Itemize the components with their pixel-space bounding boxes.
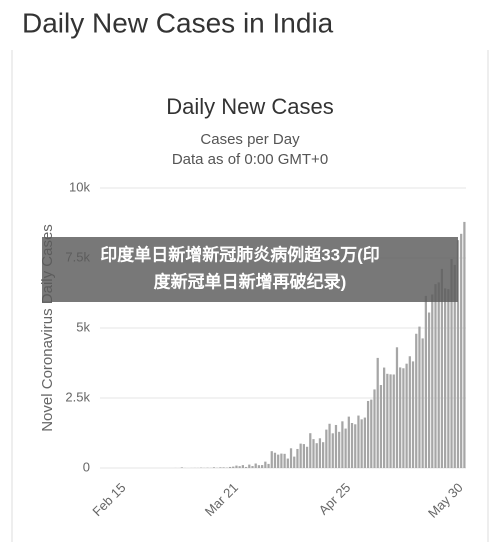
bar (331, 433, 334, 468)
bar (318, 438, 322, 468)
bar (421, 338, 424, 468)
bar (248, 464, 251, 468)
bar (219, 467, 222, 468)
bar (261, 465, 264, 468)
bar (302, 444, 305, 468)
bar (415, 333, 418, 468)
bar (373, 389, 376, 468)
banner-text: 印度单日新增新冠肺炎病例超33万(印 (100, 244, 380, 264)
bar (347, 416, 350, 468)
x-tick-label: Mar 21 (202, 480, 241, 519)
bar (277, 454, 280, 468)
bar (228, 466, 232, 468)
banner-text: 度新冠单日新增再破纪录) (154, 271, 347, 291)
bar (463, 221, 466, 468)
bar (212, 467, 216, 468)
bar (402, 368, 405, 468)
chart-subtitle: Data as of 0:00 GMT+0 (172, 151, 328, 168)
bar (283, 453, 286, 468)
bar (447, 289, 450, 468)
bar (460, 233, 463, 468)
banner (42, 237, 458, 302)
bar (456, 240, 460, 468)
bar (251, 466, 254, 468)
y-tick-label: 5k (76, 319, 90, 334)
bar (305, 446, 309, 468)
bar (427, 312, 431, 468)
bar (235, 465, 238, 468)
bar (357, 415, 360, 468)
bar (244, 466, 248, 468)
bar (180, 467, 183, 468)
bar (286, 458, 289, 468)
bar (254, 463, 257, 468)
bar (264, 461, 267, 468)
bar (315, 443, 318, 468)
bar (270, 451, 273, 468)
bar (431, 294, 434, 468)
bar (241, 465, 244, 468)
bar (437, 282, 440, 468)
y-tick-label: 10k (69, 179, 90, 194)
bar (309, 433, 312, 468)
bar (350, 423, 354, 468)
bar (370, 399, 373, 468)
bar (383, 367, 386, 468)
bar (386, 373, 389, 468)
bar (434, 284, 437, 468)
bar (453, 264, 456, 468)
chart-title: Daily New Cases (166, 94, 334, 119)
bar (293, 456, 296, 468)
bar (273, 452, 277, 468)
bar (405, 363, 408, 468)
bar (354, 424, 357, 468)
chart-subtitle: Cases per Day (200, 131, 300, 148)
bar (222, 467, 225, 468)
bar (363, 417, 366, 468)
bar (280, 453, 283, 468)
bar (312, 439, 315, 468)
bar (322, 442, 325, 468)
bar (296, 448, 299, 468)
bar (389, 374, 392, 468)
x-tick-label: Feb 15 (89, 480, 128, 519)
bar (267, 463, 270, 468)
bar (424, 295, 427, 468)
x-tick-label: May 30 (425, 480, 466, 521)
bar (238, 466, 241, 468)
bar (399, 367, 402, 468)
bar (366, 400, 370, 468)
bar (338, 431, 341, 468)
bar (344, 428, 347, 468)
bar (440, 268, 444, 468)
bar (334, 424, 338, 468)
bar (418, 326, 421, 468)
bar (328, 423, 331, 468)
bar (376, 357, 379, 468)
bar (411, 361, 415, 468)
x-tick-label: Apr 25 (316, 480, 354, 518)
bar (232, 466, 235, 468)
bar (450, 258, 453, 468)
bar (299, 443, 302, 468)
bar (360, 419, 363, 468)
bar (257, 465, 261, 468)
bar (408, 356, 411, 468)
bar (379, 385, 383, 468)
bar (325, 429, 328, 468)
y-tick-label: 2.5k (65, 389, 90, 404)
bar (395, 347, 399, 468)
bar (289, 448, 293, 468)
page-title: Daily New Cases in India (22, 7, 334, 38)
y-tick-label: 0 (83, 459, 90, 474)
bar (392, 374, 395, 468)
bar (341, 421, 344, 468)
bar (444, 288, 447, 468)
